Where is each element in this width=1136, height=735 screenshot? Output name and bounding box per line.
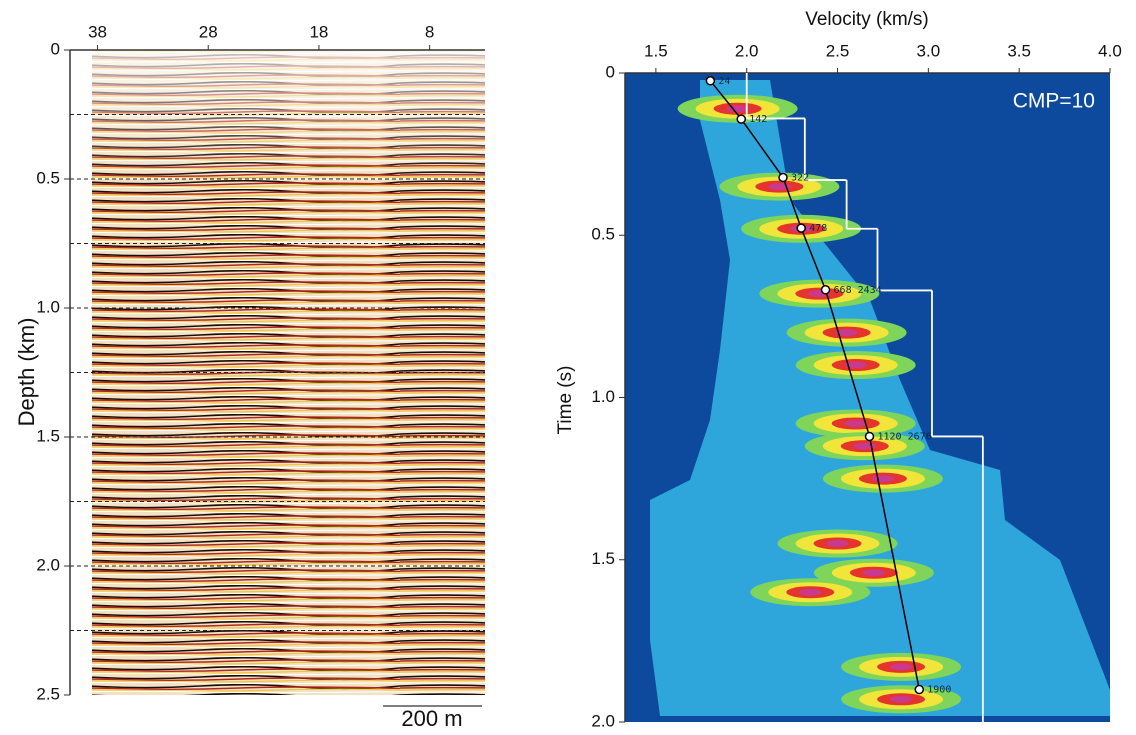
- semblance-peak: [844, 419, 867, 427]
- pick-point: [796, 223, 806, 233]
- scale-bar-label: 200 m: [401, 706, 462, 731]
- semblance-panel: Velocity (km/s) Time (s) CMP=10 24 142 322 4…: [555, 9, 1122, 730]
- pick-point: [705, 76, 716, 86]
- seismic-panel: Depth (km) 200 m 38 28 18 8 0 0.5 1.0 1.5 2.0 2.5: [14, 22, 485, 731]
- semblance-peak: [826, 540, 849, 548]
- pick-point: [820, 285, 831, 295]
- pick-point: [914, 684, 925, 695]
- y-tick-label: 0.5: [36, 168, 60, 187]
- semblance-peak: [890, 663, 913, 671]
- x-tick-label: 2.5: [826, 41, 850, 60]
- x-tick-label: 2.0: [735, 41, 759, 60]
- y-tick-label: 0: [606, 62, 615, 81]
- y-axis-label: Time (s): [555, 366, 576, 435]
- semblance-peak: [890, 695, 913, 703]
- y-tick-label: 1.0: [591, 387, 615, 406]
- pick-point: [736, 114, 747, 124]
- pick-label: 322: [791, 172, 809, 183]
- semblance-peak: [835, 329, 858, 337]
- pick-label: 1900: [927, 685, 951, 696]
- semblance-peak: [862, 569, 885, 577]
- y-tick-label: 2.5: [36, 684, 60, 703]
- x-tick-label: 3.0: [917, 41, 941, 60]
- x-tick-label: 28: [199, 22, 218, 41]
- y-tick-label: 1.5: [36, 426, 60, 445]
- y-tick-label: 0.5: [591, 225, 615, 244]
- y-axis-label: Depth (km): [14, 318, 39, 427]
- annotation: CMP=10: [1013, 90, 1095, 113]
- semblance-peak: [871, 475, 894, 483]
- x-tick-label: 8: [425, 22, 434, 41]
- x-tick-label: 18: [309, 22, 328, 41]
- x-axis-label: Velocity (km/s): [805, 9, 929, 30]
- pick-label: 24: [718, 76, 730, 87]
- semblance-peak: [726, 105, 749, 113]
- y-tick-label: 2.0: [36, 555, 60, 574]
- x-tick-label: 4.0: [1098, 41, 1122, 60]
- semblance-peak: [799, 588, 822, 596]
- x-tick-label: 3.5: [1007, 41, 1031, 60]
- y-tick-label: 2.0: [591, 711, 615, 730]
- semblance-peak: [844, 361, 867, 369]
- pick-label: 478: [809, 223, 827, 234]
- y-tick-label: 1.5: [591, 549, 615, 568]
- x-tick-label: 1.5: [644, 41, 668, 60]
- y-tick-label: 0: [51, 39, 60, 58]
- pick-label: 668 2434: [834, 285, 882, 296]
- y-tick-label: 1.0: [36, 297, 60, 316]
- semblance-peak: [853, 442, 876, 450]
- pick-label: 142: [749, 114, 767, 125]
- x-tick-label: 38: [88, 22, 107, 41]
- pick-label: 1120 2676: [877, 431, 931, 442]
- pick-point: [778, 172, 788, 183]
- pick-point: [864, 431, 875, 442]
